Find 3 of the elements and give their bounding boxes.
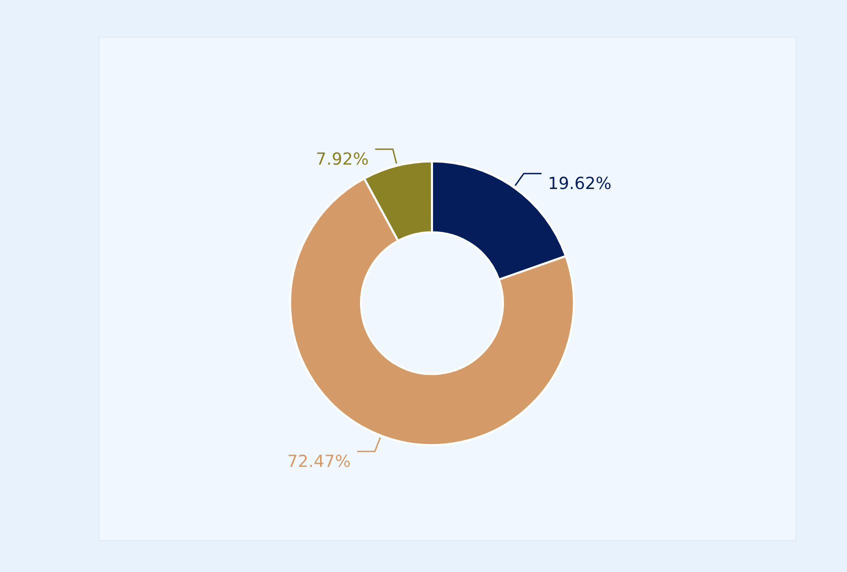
data-label: 19.62% [550, 176, 611, 190]
data-label: 72.47% [288, 454, 350, 468]
data-label: 7.92% [317, 152, 368, 165]
